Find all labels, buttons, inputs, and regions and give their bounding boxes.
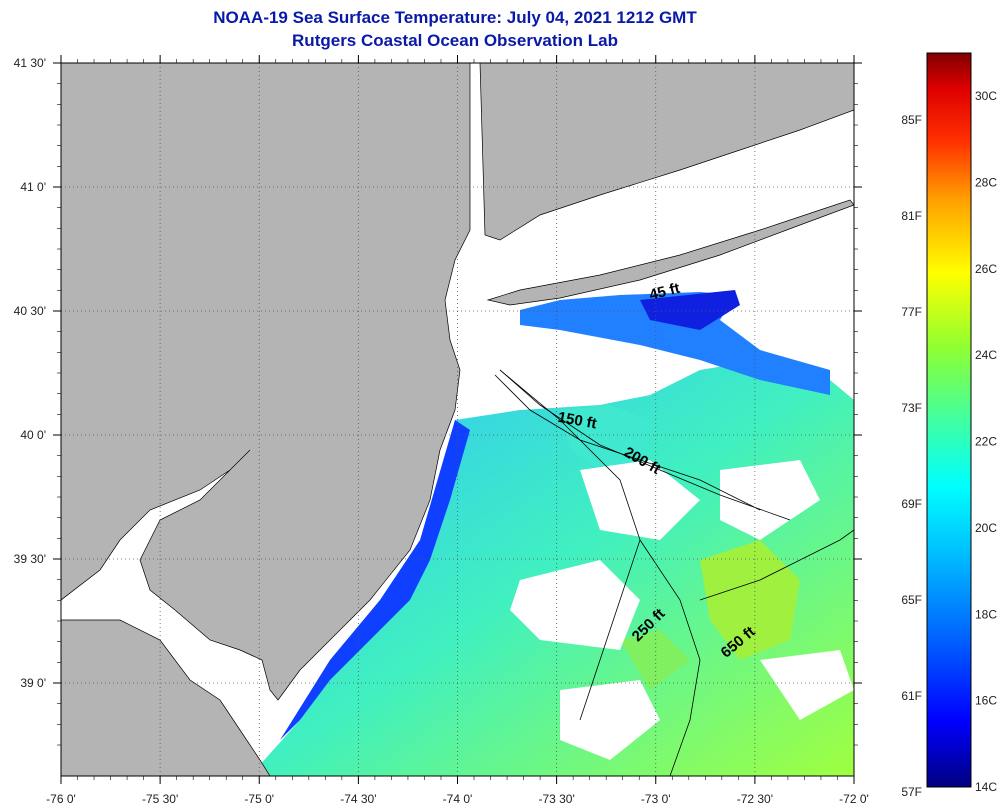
x-tick-label: -74 30' xyxy=(340,792,376,806)
colorbar-f-label: 65F xyxy=(901,593,922,607)
x-tick-label: -72 30' xyxy=(737,792,773,806)
gridlines xyxy=(61,63,854,776)
x-tick-label: -76 0' xyxy=(46,792,76,806)
colorbar-c-label: 20C xyxy=(975,521,997,535)
colorbar-celsius-labels: 30C 28C 26C 24C 22C 20C 18C 16C 14C xyxy=(975,89,997,794)
y-tick-label: 40 0' xyxy=(20,428,46,442)
colorbar-c-label: 24C xyxy=(975,348,997,362)
colorbar-c-label: 26C xyxy=(975,262,997,276)
colorbar-f-label: 81F xyxy=(901,209,922,223)
isobath-lines xyxy=(494,369,854,776)
colorbar-c-label: 16C xyxy=(975,694,997,708)
x-tick-label: -74 0' xyxy=(443,792,473,806)
x-tick-label: -73 0' xyxy=(641,792,671,806)
colorbar-f-label: 69F xyxy=(901,497,922,511)
y-tick-label: 41 0' xyxy=(20,180,46,194)
colorbar-c-label: 30C xyxy=(975,89,997,103)
isobath-label: 150 ft xyxy=(556,409,598,433)
colorbar-c-label: 14C xyxy=(975,780,997,794)
sst-field xyxy=(250,290,854,776)
y-tick-label: 39 30' xyxy=(14,552,46,566)
x-tick-label: -75 30' xyxy=(142,792,178,806)
chart-subtitle: Rutgers Coastal Ocean Observation Lab xyxy=(292,31,618,50)
colorbar-f-label: 61F xyxy=(901,689,922,703)
colorbar-c-label: 18C xyxy=(975,607,997,621)
y-tick-label: 40 30' xyxy=(14,304,46,318)
x-tick-label: -75 0' xyxy=(244,792,274,806)
y-axis: 41 30' 41 0' 40 30' 40 0' 39 30' 39 0' xyxy=(14,56,862,746)
colorbar-f-label: 85F xyxy=(901,113,922,127)
colorbar-c-label: 22C xyxy=(975,435,997,449)
colorbar-gradient xyxy=(926,52,972,788)
colorbar-f-label: 77F xyxy=(901,305,922,319)
x-tick-label: -72 0' xyxy=(839,792,869,806)
x-axis: -76 0' -75 30' -75 0' -74 30' -74 0' -73 30' -… xyxy=(46,55,869,806)
isobath-label: 45 ft xyxy=(648,280,682,304)
y-tick-label: 39 0' xyxy=(20,676,46,690)
colorbar-c-label: 28C xyxy=(975,176,997,190)
x-tick-label: -73 30' xyxy=(538,792,574,806)
colorbar-f-label: 73F xyxy=(901,401,922,415)
colorbar-f-label: 57F xyxy=(901,785,922,799)
land xyxy=(61,63,854,776)
y-tick-label: 41 30' xyxy=(14,56,46,70)
colorbar-fahrenheit-labels: 85F 81F 77F 73F 69F 65F 61F 57F xyxy=(901,113,922,799)
colorbar: 30C 28C 26C 24C 22C 20C 18C 16C 14C 85F 81F 77F 73F… xyxy=(901,52,997,799)
chart-title: NOAA-19 Sea Surface Temperature: July 04… xyxy=(213,8,697,27)
